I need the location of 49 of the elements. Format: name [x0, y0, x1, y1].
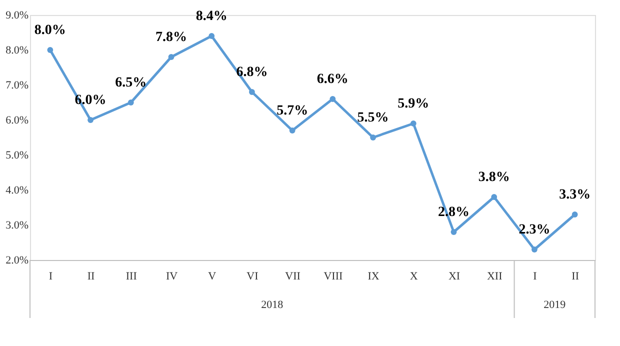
y-tick-label: 6.0%	[6, 114, 28, 126]
data-label: 6.5%	[115, 76, 147, 90]
y-tick-label: 3.0%	[6, 220, 28, 232]
data-label: 3.3%	[559, 188, 591, 202]
x-tick-label: IV	[166, 270, 178, 282]
y-tick-label: 5.0%	[6, 150, 28, 162]
y-tick-label: 8.0%	[6, 44, 28, 56]
y-tick-label: 7.0%	[6, 80, 28, 92]
y-tick-label: 4.0%	[6, 184, 28, 196]
x-tick-label: VII	[285, 270, 301, 282]
x-tick-label: II	[87, 270, 96, 282]
point	[450, 229, 457, 235]
x-tick-label: XII	[486, 270, 503, 282]
point	[572, 212, 578, 218]
x-tick-label: X	[410, 270, 418, 282]
x-tick-label: II	[572, 270, 580, 282]
point	[249, 89, 255, 95]
point	[168, 54, 174, 60]
point	[128, 100, 134, 106]
x-tick-label: XI	[448, 270, 460, 282]
y-tick-label: 2.0%	[6, 254, 28, 266]
text: 2019	[544, 299, 566, 311]
data-label: 8.0%	[34, 23, 66, 38]
data-label: 2.3%	[518, 222, 550, 238]
data-label: 5.7%	[276, 104, 308, 118]
point	[208, 33, 215, 39]
x-tick-label: VI	[246, 270, 259, 282]
data-label: 6.6%	[316, 72, 348, 87]
x-tick-label: IX	[368, 270, 380, 282]
point	[88, 117, 94, 123]
data-label: 5.5%	[357, 110, 389, 126]
data-label: 5.9%	[398, 96, 430, 112]
x-tick-label: V	[208, 270, 216, 282]
point	[410, 120, 416, 126]
text: 2018	[261, 299, 284, 311]
x-tick-label: VIII	[324, 270, 343, 282]
point	[491, 194, 498, 200]
point	[47, 47, 54, 53]
y-tick-label: 9.0%	[6, 10, 28, 22]
data-label: 3.8%	[478, 170, 510, 185]
x-tick-label: III	[126, 270, 138, 282]
data-label: 7.8%	[156, 30, 187, 45]
x-tick-label: I	[48, 270, 53, 282]
point	[370, 134, 376, 140]
data-label: 8.4%	[196, 9, 228, 24]
point	[330, 96, 336, 102]
point	[289, 128, 296, 134]
point	[532, 246, 538, 252]
x-tick-label: I	[533, 270, 538, 282]
